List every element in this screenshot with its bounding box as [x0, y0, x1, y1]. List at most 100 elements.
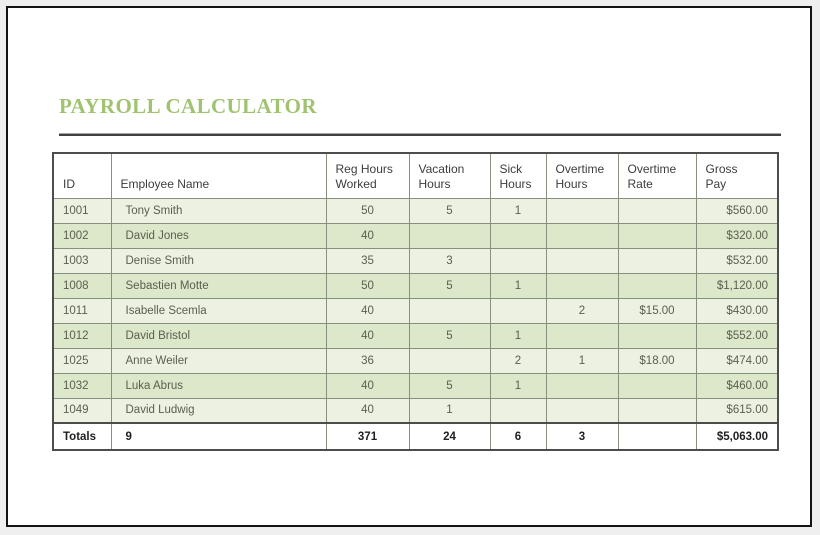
cell-sick-hours[interactable]: [489, 397, 547, 424]
cell-overtime-hours[interactable]: [545, 372, 619, 399]
cell-gross-pay[interactable]: $560.00: [695, 197, 779, 224]
cell-gross-pay[interactable]: $532.00: [695, 247, 779, 274]
cell-overtime-hours[interactable]: 2: [545, 297, 619, 324]
cell-sick-hours[interactable]: [489, 222, 547, 249]
cell-id[interactable]: 1001: [52, 197, 112, 224]
table-row: 1032 Luka Abrus 40 5 1 $460.00: [52, 372, 779, 399]
cell-employee-name[interactable]: Sebastien Motte: [110, 272, 327, 299]
cell-vacation-hours[interactable]: 5: [408, 197, 491, 224]
cell-overtime-rate[interactable]: [617, 372, 697, 399]
cell-gross-pay[interactable]: $474.00: [695, 347, 779, 374]
cell-overtime-hours[interactable]: [545, 272, 619, 299]
cell-gross-pay[interactable]: $460.00: [695, 372, 779, 399]
totals-label[interactable]: Totals: [52, 422, 112, 451]
cell-id[interactable]: 1032: [52, 372, 112, 399]
cell-employee-name[interactable]: David Jones: [110, 222, 327, 249]
cell-employee-name[interactable]: Tony Smith: [110, 197, 327, 224]
worksheet-page: PAYROLL CALCULATOR ID Employee Name Reg …: [6, 6, 812, 527]
cell-id[interactable]: 1025: [52, 347, 112, 374]
cell-employee-name[interactable]: David Ludwig: [110, 397, 327, 424]
cell-vacation-hours[interactable]: 1: [408, 397, 491, 424]
cell-overtime-rate[interactable]: [617, 222, 697, 249]
cell-employee-name[interactable]: Denise Smith: [110, 247, 327, 274]
table-body: 1001 Tony Smith 50 5 1 $560.00 1002 Davi…: [52, 197, 779, 424]
cell-overtime-rate[interactable]: [617, 247, 697, 274]
cell-reg-hours[interactable]: 40: [325, 397, 410, 424]
cell-employee-name[interactable]: David Bristol: [110, 322, 327, 349]
cell-id[interactable]: 1003: [52, 247, 112, 274]
cell-sick-hours[interactable]: 1: [489, 372, 547, 399]
cell-sick-hours[interactable]: 1: [489, 197, 547, 224]
cell-overtime-rate[interactable]: [617, 322, 697, 349]
header-cell-reg-hours-worked: Reg Hours Worked: [325, 152, 410, 199]
header-cell-vacation-hours: Vacation Hours: [408, 152, 491, 199]
table-row: 1002 David Jones 40 $320.00: [52, 222, 779, 249]
cell-overtime-rate[interactable]: [617, 397, 697, 424]
cell-reg-hours[interactable]: 50: [325, 197, 410, 224]
cell-employee-name[interactable]: Anne Weiler: [110, 347, 327, 374]
cell-vacation-hours[interactable]: [408, 347, 491, 374]
cell-reg-hours[interactable]: 50: [325, 272, 410, 299]
cell-sick-hours[interactable]: 1: [489, 272, 547, 299]
header-cell-overtime-hours: Overtime Hours: [545, 152, 619, 199]
totals-vacation-hours[interactable]: 24: [408, 422, 491, 451]
cell-vacation-hours[interactable]: 3: [408, 247, 491, 274]
totals-overtime-rate[interactable]: [617, 422, 697, 451]
cell-reg-hours[interactable]: 40: [325, 222, 410, 249]
cell-reg-hours[interactable]: 40: [325, 322, 410, 349]
cell-vacation-hours[interactable]: [408, 222, 491, 249]
cell-sick-hours[interactable]: 1: [489, 322, 547, 349]
table-row: 1003 Denise Smith 35 3 $532.00: [52, 247, 779, 274]
cell-reg-hours[interactable]: 40: [325, 372, 410, 399]
totals-reg-hours[interactable]: 371: [325, 422, 410, 451]
cell-id[interactable]: 1011: [52, 297, 112, 324]
cell-gross-pay[interactable]: $552.00: [695, 322, 779, 349]
cell-vacation-hours[interactable]: 5: [408, 372, 491, 399]
cell-overtime-rate[interactable]: [617, 197, 697, 224]
cell-gross-pay[interactable]: $430.00: [695, 297, 779, 324]
totals-sick-hours[interactable]: 6: [489, 422, 547, 451]
cell-overtime-rate[interactable]: $15.00: [617, 297, 697, 324]
cell-vacation-hours[interactable]: 5: [408, 272, 491, 299]
cell-id[interactable]: 1002: [52, 222, 112, 249]
cell-reg-hours[interactable]: 40: [325, 297, 410, 324]
table-header-row: ID Employee Name Reg Hours Worked Vacati…: [52, 152, 779, 199]
cell-id[interactable]: 1012: [52, 322, 112, 349]
table-row: 1025 Anne Weiler 36 2 1 $18.00 $474.00: [52, 347, 779, 374]
cell-overtime-hours[interactable]: 1: [545, 347, 619, 374]
cell-vacation-hours[interactable]: [408, 297, 491, 324]
cell-sick-hours[interactable]: [489, 297, 547, 324]
payroll-table: ID Employee Name Reg Hours Worked Vacati…: [52, 152, 779, 451]
cell-id[interactable]: 1049: [52, 397, 112, 424]
cell-overtime-hours[interactable]: [545, 397, 619, 424]
page-title: PAYROLL CALCULATOR: [59, 94, 317, 118]
cell-overtime-hours[interactable]: [545, 247, 619, 274]
totals-gross-pay[interactable]: $5,063.00: [695, 422, 779, 451]
cell-id[interactable]: 1008: [52, 272, 112, 299]
header-cell-id: ID: [52, 152, 112, 199]
header-cell-employee-name: Employee Name: [110, 152, 327, 199]
cell-gross-pay[interactable]: $320.00: [695, 222, 779, 249]
cell-gross-pay[interactable]: $1,120.00: [695, 272, 779, 299]
cell-employee-name[interactable]: Luka Abrus: [110, 372, 327, 399]
table-row: 1008 Sebastien Motte 50 5 1 $1,120.00: [52, 272, 779, 299]
cell-reg-hours[interactable]: 36: [325, 347, 410, 374]
table-row: 1012 David Bristol 40 5 1 $552.00: [52, 322, 779, 349]
cell-overtime-rate[interactable]: $18.00: [617, 347, 697, 374]
title-divider: [59, 133, 781, 136]
cell-sick-hours[interactable]: 2: [489, 347, 547, 374]
cell-vacation-hours[interactable]: 5: [408, 322, 491, 349]
totals-overtime-hours[interactable]: 3: [545, 422, 619, 451]
cell-overtime-hours[interactable]: [545, 322, 619, 349]
totals-employee-count[interactable]: 9: [110, 422, 327, 451]
cell-sick-hours[interactable]: [489, 247, 547, 274]
cell-overtime-hours[interactable]: [545, 197, 619, 224]
cell-gross-pay[interactable]: $615.00: [695, 397, 779, 424]
cell-reg-hours[interactable]: 35: [325, 247, 410, 274]
cell-employee-name[interactable]: Isabelle Scemla: [110, 297, 327, 324]
header-cell-gross-pay: Gross Pay: [695, 152, 779, 199]
cell-overtime-hours[interactable]: [545, 222, 619, 249]
header-cell-overtime-rate: Overtime Rate: [617, 152, 697, 199]
table-row: 1049 David Ludwig 40 1 $615.00: [52, 397, 779, 424]
cell-overtime-rate[interactable]: [617, 272, 697, 299]
